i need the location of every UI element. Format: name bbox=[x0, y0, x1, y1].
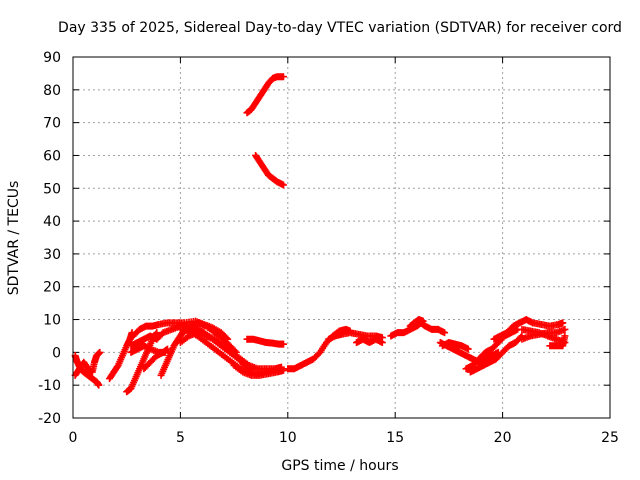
x-tick-label: 15 bbox=[386, 430, 404, 446]
series-arc-08 bbox=[140, 345, 172, 373]
series-arc-20 bbox=[406, 316, 427, 330]
y-tick-label: 10 bbox=[43, 313, 61, 329]
y-tick-label: 70 bbox=[43, 116, 61, 132]
data-point bbox=[419, 317, 427, 325]
y-axis-label: SDTVAR / TECUs bbox=[6, 181, 22, 296]
y-tick-label: 30 bbox=[43, 247, 61, 263]
data-point bbox=[561, 325, 569, 333]
series-arc-16 bbox=[284, 325, 354, 373]
series-arc-12 bbox=[230, 361, 288, 379]
y-tick-label: 40 bbox=[43, 214, 61, 230]
data-point bbox=[280, 181, 288, 189]
y-tick-label: -10 bbox=[38, 378, 61, 394]
data-point bbox=[280, 73, 288, 81]
data-point bbox=[280, 340, 288, 348]
axis-ticks: 0 5 10 15 20 25 -20 -10 0 10 20 30 40 50 60 70 80 90 bbox=[38, 50, 619, 446]
series-arc-28 bbox=[546, 332, 569, 350]
y-tick-label: 90 bbox=[43, 50, 61, 66]
y-tick-label: 60 bbox=[43, 148, 61, 164]
data-point bbox=[95, 381, 103, 389]
series-arc-22 bbox=[438, 339, 472, 353]
x-axis-label: GPS time / hours bbox=[281, 458, 398, 474]
data-point bbox=[153, 329, 161, 337]
series-arc-13 bbox=[243, 335, 288, 348]
series-arc-02 bbox=[71, 348, 104, 379]
data-point bbox=[441, 329, 449, 337]
y-tick-label: 50 bbox=[43, 181, 61, 197]
series-arc-27 bbox=[518, 325, 569, 343]
series-arc-14 bbox=[243, 73, 288, 117]
data-point bbox=[96, 348, 104, 356]
y-tick-label: 80 bbox=[43, 83, 61, 99]
data-point bbox=[464, 345, 472, 353]
data-point bbox=[378, 339, 386, 347]
series-arc-25 bbox=[490, 316, 567, 343]
x-tick-label: 5 bbox=[176, 430, 185, 446]
data-point bbox=[280, 366, 288, 374]
grid bbox=[73, 57, 610, 418]
data-point bbox=[559, 319, 567, 327]
series-arc-07 bbox=[127, 342, 169, 356]
x-tick-label: 25 bbox=[601, 430, 619, 446]
x-tick-label: 20 bbox=[494, 430, 512, 446]
x-tick-label: 0 bbox=[69, 430, 78, 446]
y-tick-label: 20 bbox=[43, 280, 61, 296]
plot-frame bbox=[72, 56, 611, 419]
series-arc-18 bbox=[353, 335, 386, 347]
series-arc-15 bbox=[252, 151, 288, 189]
x-tick-label: 10 bbox=[279, 430, 297, 446]
chart-title: Day 335 of 2025, Sidereal Day-to-day VTE… bbox=[58, 20, 622, 36]
data-points bbox=[71, 73, 569, 396]
y-tick-label: -20 bbox=[38, 411, 61, 427]
y-tick-label: 0 bbox=[52, 345, 61, 361]
data-point bbox=[561, 332, 569, 340]
